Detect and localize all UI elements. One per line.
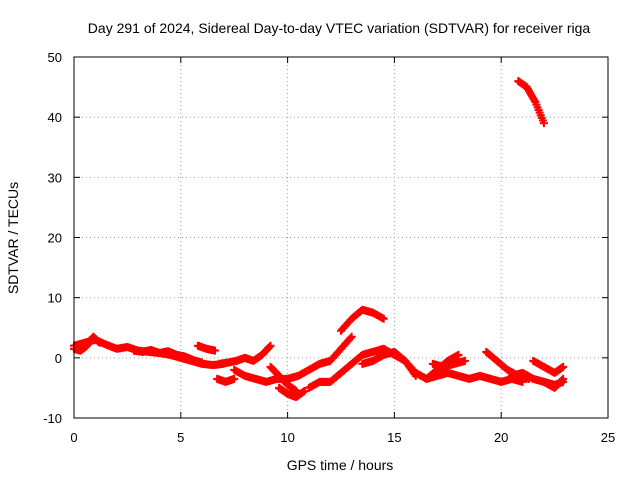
gridlines xyxy=(74,57,608,418)
y-tick-label: -10 xyxy=(43,411,62,426)
data-point xyxy=(198,358,207,367)
x-tick-label: 25 xyxy=(601,430,615,445)
x-tick-label: 20 xyxy=(494,430,508,445)
y-tick-label: 0 xyxy=(55,351,62,366)
x-tick-label: 5 xyxy=(177,430,184,445)
y-axis-label: SDTVAR / TECUs xyxy=(5,182,21,294)
y-tick-label: 50 xyxy=(48,50,62,65)
y-tick-label: 30 xyxy=(48,170,62,185)
series-track-3 xyxy=(129,346,207,367)
series-track-18 xyxy=(529,356,568,377)
data-point xyxy=(460,356,469,365)
data-point xyxy=(266,341,275,350)
data-point xyxy=(454,350,463,359)
data-point xyxy=(347,332,356,341)
x-tick-label: 15 xyxy=(387,430,401,445)
x-tick-label: 0 xyxy=(70,430,77,445)
series-track-2 xyxy=(70,332,104,355)
data-point xyxy=(346,334,355,343)
data-point xyxy=(559,362,568,371)
x-axis-ticks: 0 5 10 15 20 25 xyxy=(70,57,615,445)
data-point xyxy=(559,374,568,383)
y-tick-label: 10 xyxy=(48,291,62,306)
series-track-15 xyxy=(428,356,469,371)
data-point xyxy=(539,119,548,128)
data-marks xyxy=(70,77,568,401)
y-tick-label: 40 xyxy=(48,110,62,125)
data-point xyxy=(230,374,239,383)
data-point xyxy=(265,342,274,351)
series-track-19 xyxy=(539,374,568,392)
data-point xyxy=(95,338,104,347)
series-track-4 xyxy=(193,341,219,355)
y-axis-ticks: -10 0 10 20 30 40 50 xyxy=(43,50,608,426)
series-track-8 xyxy=(266,362,301,395)
series-track-5 xyxy=(215,341,275,368)
series-track-11 xyxy=(337,305,388,335)
data-point xyxy=(379,314,388,323)
data-point xyxy=(300,386,309,395)
chart-title: Day 291 of 2024, Sidereal Day-to-day VTE… xyxy=(88,20,591,36)
x-tick-label: 10 xyxy=(280,430,294,445)
series-track-14 xyxy=(422,368,527,386)
series-track-9 xyxy=(275,383,309,401)
data-point xyxy=(210,346,219,355)
data-point xyxy=(558,376,567,385)
y-tick-label: 20 xyxy=(48,231,62,246)
x-axis-label: GPS time / hours xyxy=(287,457,394,473)
series-track-20 xyxy=(514,77,548,128)
series-track-6 xyxy=(213,374,239,386)
